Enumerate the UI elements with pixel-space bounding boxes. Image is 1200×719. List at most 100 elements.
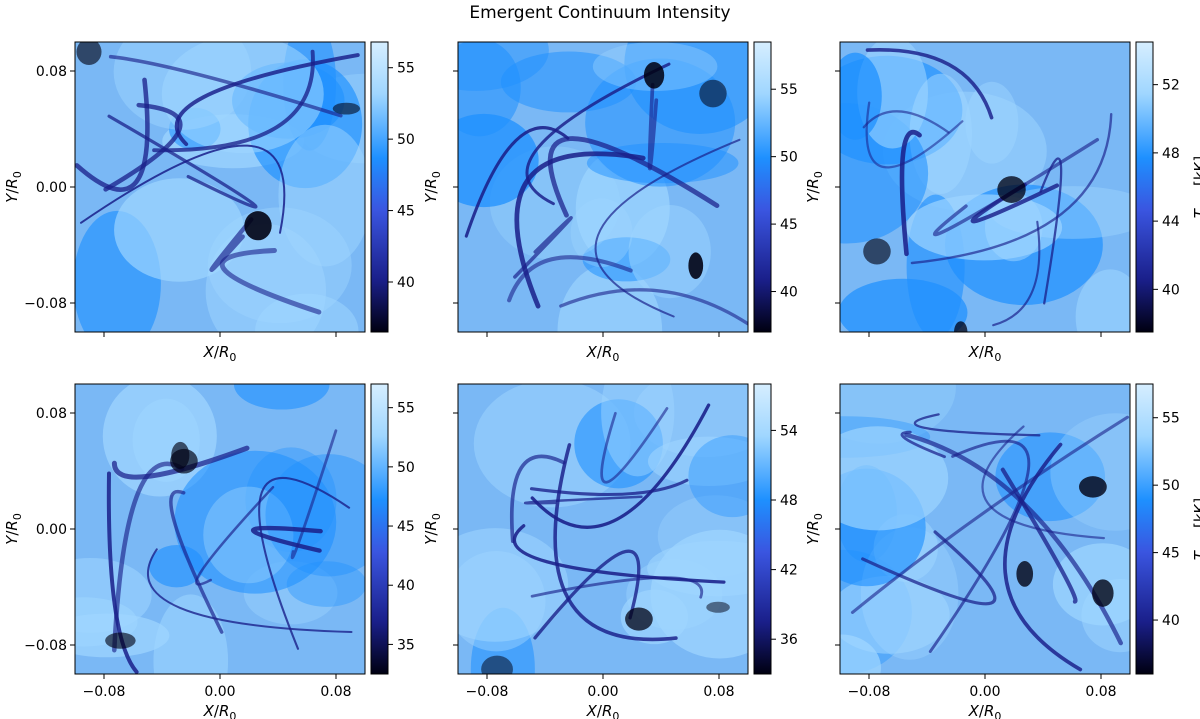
intergranular-lane — [174, 53, 360, 147]
intergranular-lane — [850, 415, 1130, 614]
granule — [984, 192, 1043, 262]
dark-spot — [997, 176, 1026, 203]
colorbar-label: Trad [kK] — [1191, 156, 1200, 218]
heatmap-field — [75, 42, 365, 332]
intergranular-lane — [553, 443, 678, 642]
x-tick-label: −0.08 — [466, 684, 509, 700]
granule — [458, 42, 549, 91]
granule — [965, 81, 1019, 164]
x-tick-label: −0.08 — [83, 684, 126, 700]
intergranular-lane — [913, 413, 1041, 437]
granule — [840, 52, 882, 140]
heatmap-field — [840, 384, 1130, 674]
colorbar-tick-label: 40 — [397, 275, 415, 291]
intergranular-lane — [992, 220, 1041, 327]
granule — [233, 384, 330, 410]
granule — [1075, 269, 1130, 332]
dark-spot — [706, 601, 730, 613]
intergranular-lane — [910, 113, 1113, 265]
intergranular-lane — [290, 429, 338, 560]
granule — [458, 528, 569, 642]
colorbar-tick-label: 50 — [397, 460, 415, 476]
y-axis-label: Y/R0 — [804, 513, 825, 545]
colorbar — [753, 41, 772, 333]
colorbar-tick-label: 55 — [780, 82, 798, 98]
intergranular-lane — [865, 101, 964, 169]
dark-spot — [481, 655, 513, 674]
intergranular-lane — [75, 77, 150, 192]
dark-spot — [954, 321, 968, 332]
intergranular-lane — [899, 129, 922, 257]
colorbar-tick-label: 45 — [1162, 546, 1180, 562]
intergranular-lane — [647, 82, 659, 171]
intergranular-lane — [169, 489, 224, 634]
dark-spot — [1079, 476, 1107, 498]
panel-3: X/R0 Y/R0 40 44 48 52 Trad [kK] — [804, 41, 1200, 364]
colorbar-tick-label: 35 — [397, 637, 415, 653]
colorbar-tick-label: 54 — [780, 423, 798, 439]
colorbar-tick-label: 45 — [397, 204, 415, 220]
colorbar-tick-label: 45 — [397, 519, 415, 535]
granule — [203, 486, 294, 584]
intergranular-lane — [514, 151, 646, 309]
colorbar-tick-label: 42 — [780, 563, 798, 579]
intergranular-lane — [507, 255, 633, 303]
colorbar-tick-label: 50 — [1162, 478, 1180, 494]
intergranular-lane — [933, 138, 1099, 237]
intergranular-lane — [900, 430, 946, 459]
y-axis-label: Y/R0 — [804, 171, 825, 203]
intergranular-lane — [861, 530, 997, 606]
heatmap-field — [458, 384, 748, 674]
intergranular-lane — [512, 524, 726, 584]
x-axis-label: X/R0 — [968, 343, 1002, 364]
granule — [174, 450, 337, 594]
colorbar — [370, 41, 389, 333]
colorbar — [370, 383, 389, 675]
x-tick-label: −0.08 — [848, 684, 891, 700]
y-tick-label: −0.08 — [24, 296, 67, 312]
colorbar-tick-label: 55 — [1162, 411, 1180, 427]
intergranular-lane — [547, 136, 720, 218]
x-tick-label: 0.00 — [204, 684, 235, 700]
granule — [149, 544, 205, 588]
dark-spot — [105, 632, 136, 649]
dark-spot — [244, 211, 272, 241]
colorbar — [1135, 383, 1154, 675]
y-axis-label: Y/R0 — [422, 171, 443, 203]
colorbar-tick-label: 40 — [1162, 282, 1180, 298]
intergranular-lane — [464, 126, 570, 238]
intergranular-lane — [152, 49, 315, 153]
granule — [574, 399, 663, 489]
dark-spot — [1016, 561, 1034, 587]
heatmap-field — [75, 384, 365, 674]
granule — [628, 205, 711, 299]
colorbar-tick-label: 40 — [780, 285, 798, 301]
heatmap-field — [458, 42, 748, 332]
y-tick-label: 0.00 — [36, 522, 67, 538]
dark-spot — [76, 42, 102, 66]
figure-title: Emergent Continuum Intensity — [469, 3, 730, 23]
intergranular-lane — [559, 288, 748, 326]
intergranular-lane — [107, 114, 258, 209]
dark-spot — [688, 252, 704, 279]
colorbar-tick-label: 55 — [397, 401, 415, 417]
x-axis-label: X/R0 — [203, 343, 237, 364]
panel-6: −0.08 0.00 0.08 X/R0 Y/R0 40 45 50 55 Trad [kK] — [804, 383, 1200, 719]
intergranular-lane — [258, 477, 351, 650]
granule — [582, 237, 671, 282]
x-tick-label: 0.08 — [320, 684, 351, 700]
intergranular-lane — [250, 525, 323, 553]
colorbar-tick-label: 50 — [397, 132, 415, 148]
y-tick-label: −0.08 — [24, 638, 67, 654]
granule — [161, 42, 324, 154]
granule — [601, 384, 675, 477]
intergranular-lane — [525, 62, 671, 206]
intergranular-lane — [981, 425, 1105, 540]
intergranular-lane — [112, 461, 185, 653]
dark-spot — [1092, 579, 1114, 607]
intergranular-lane — [106, 471, 139, 674]
dark-spot — [863, 238, 891, 265]
intergranular-lane — [219, 248, 322, 315]
y-tick-label: 0.00 — [36, 180, 67, 196]
